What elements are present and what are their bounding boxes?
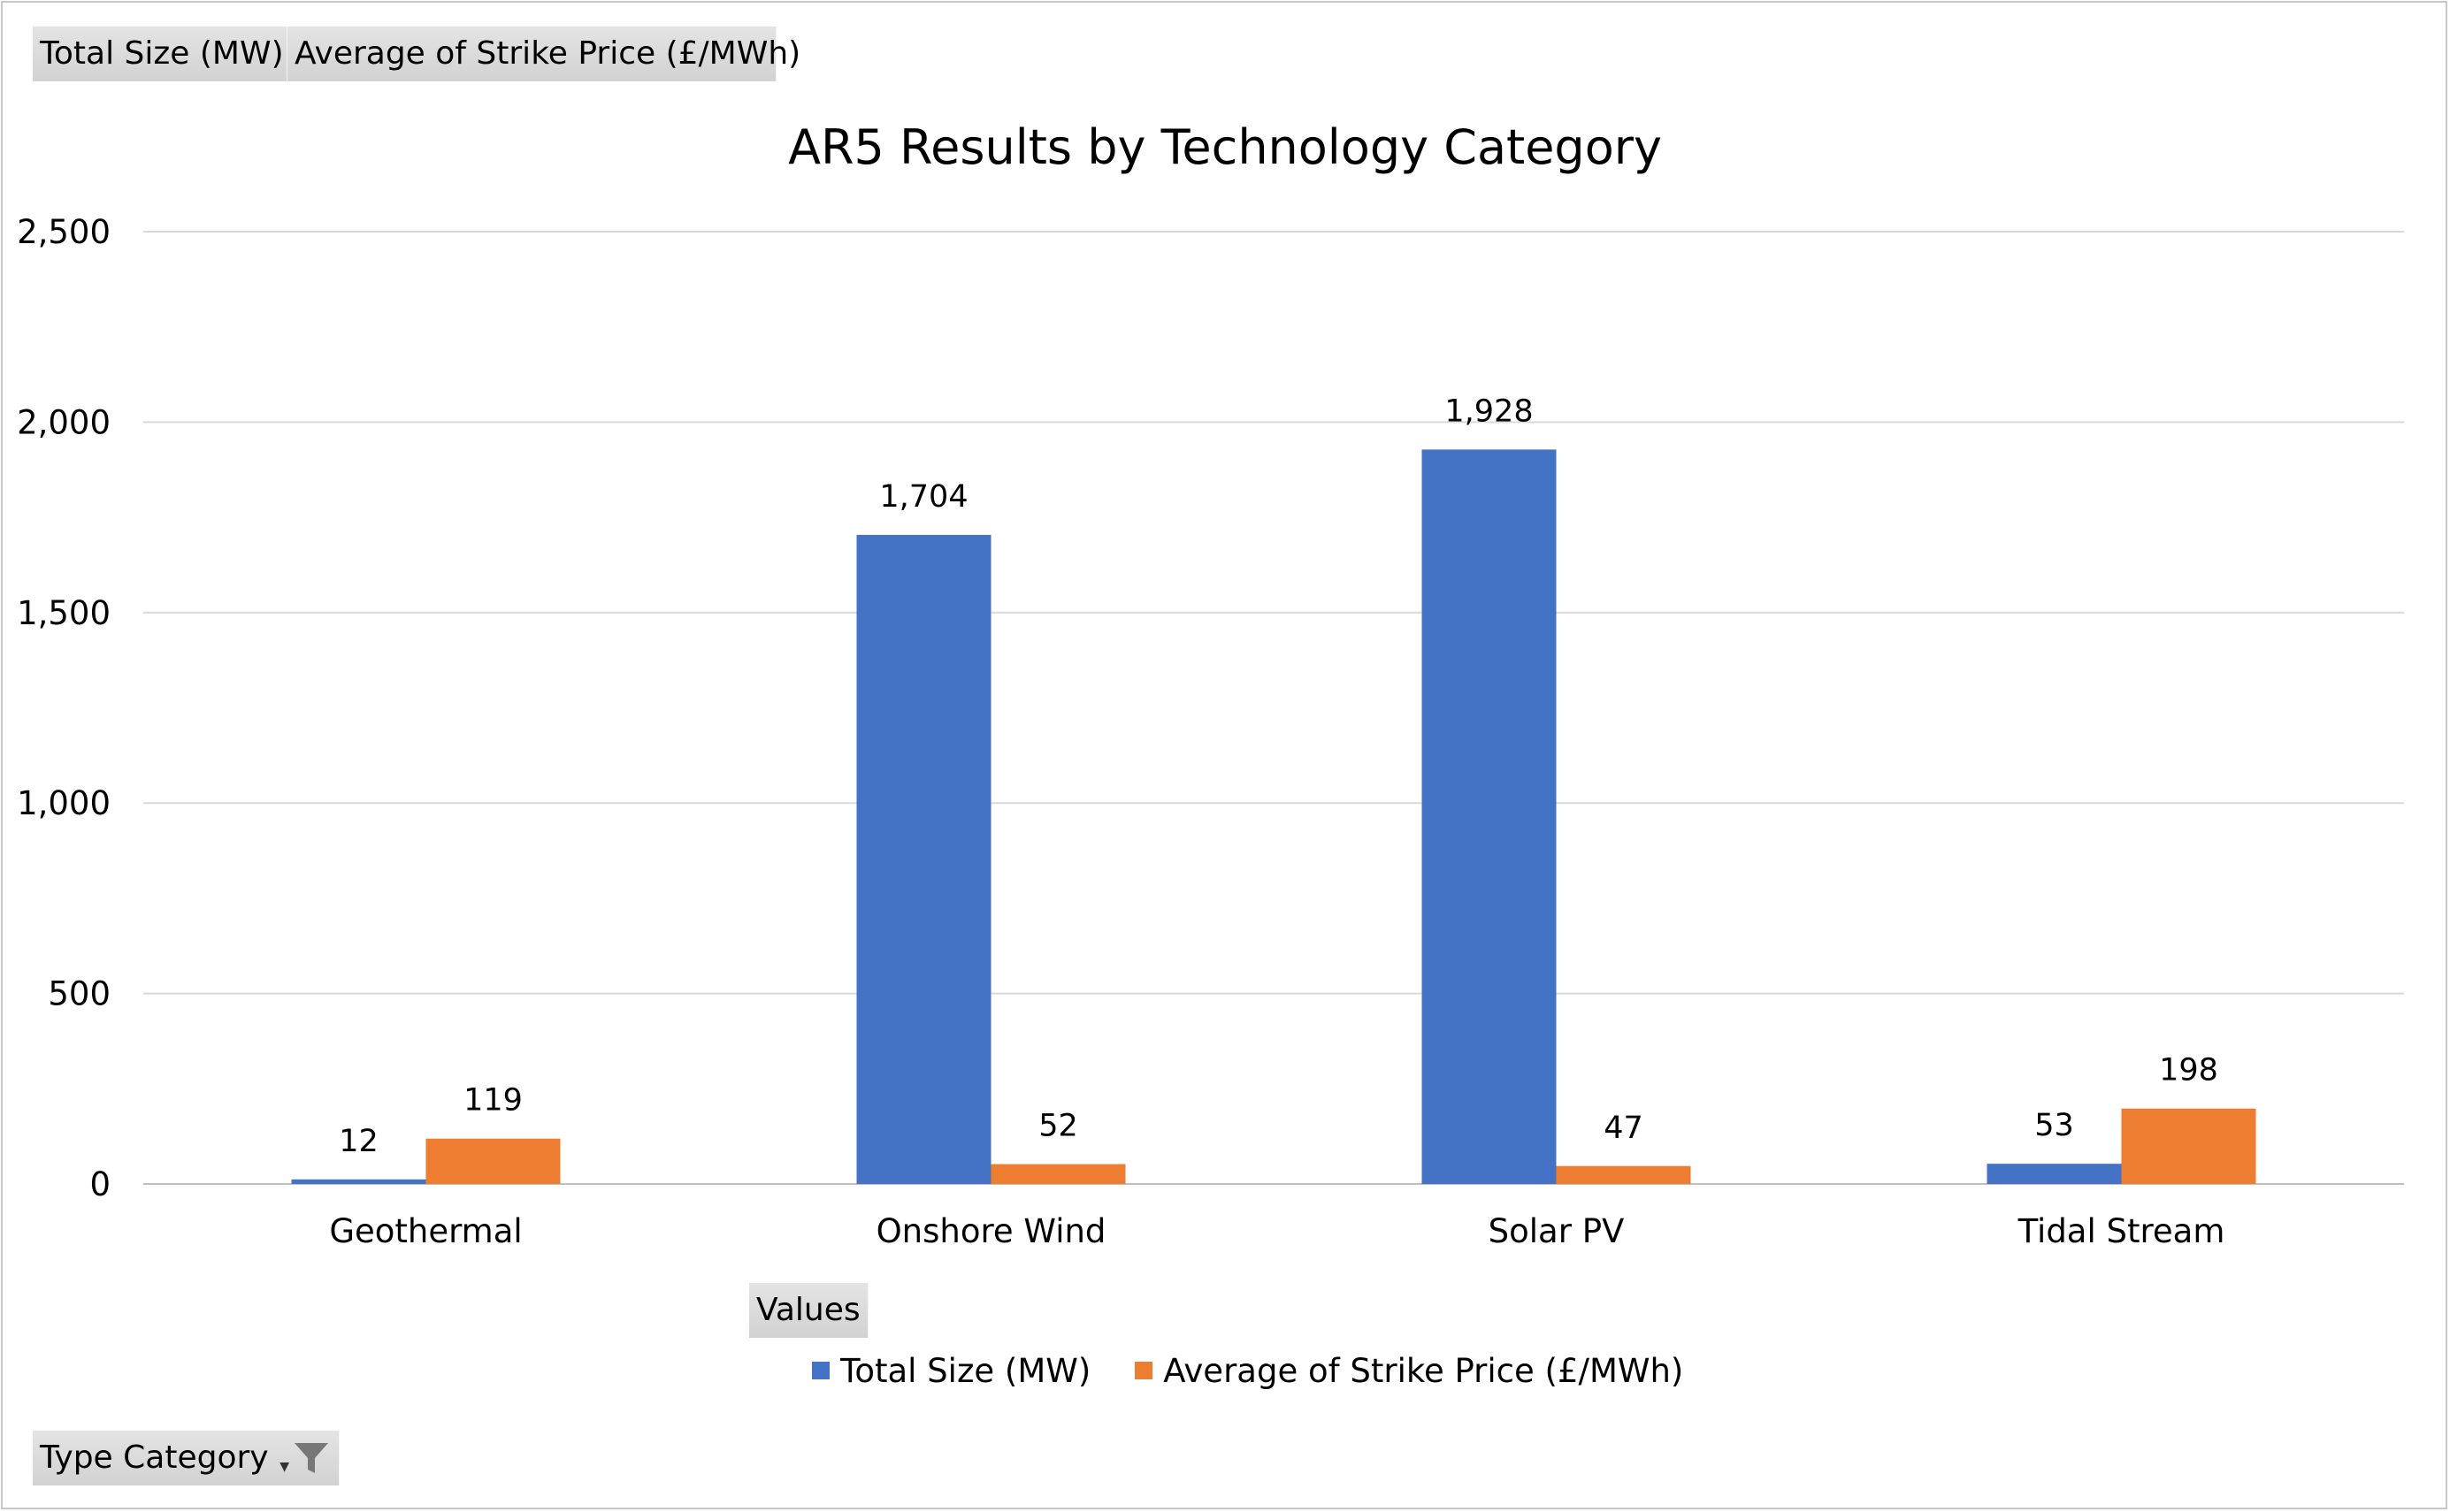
bars — [291, 449, 2256, 1184]
bar-total-size[interactable] — [1421, 449, 1557, 1184]
data-label-total-size: 53 — [2034, 1108, 2074, 1143]
bar-total-size[interactable] — [291, 1179, 426, 1184]
y-axis-tick-labels: 0 500 1,000 1,500 2,000 2,500 — [17, 213, 111, 1203]
data-label-total-size: 1,928 — [1444, 393, 1533, 429]
values-field-strike-price-button[interactable]: Average of Strike Price (£/MWh) — [287, 27, 800, 81]
y-tick-label: 500 — [48, 975, 111, 1013]
data-labels: 12 119 1,704 52 1,928 47 53 198 — [339, 393, 2218, 1158]
y-tick-label: 0 — [89, 1165, 111, 1203]
chart-legend: Total Size (MW) Average of Strike Price … — [812, 1350, 1727, 1391]
data-label-strike-price: 52 — [1038, 1109, 1078, 1144]
filter-icon[interactable] — [293, 1439, 330, 1477]
legend-item-total-size[interactable]: Total Size (MW) — [812, 1352, 1091, 1390]
bar-strike-price[interactable] — [2121, 1108, 2256, 1184]
data-label-strike-price: 119 — [463, 1083, 523, 1119]
values-field-total-size-button[interactable]: Total Size (MW) — [33, 27, 287, 81]
y-tick-label: 2,500 — [17, 213, 111, 251]
x-tick-label: Geothermal — [329, 1212, 522, 1250]
legend-label-strike-price: Average of Strike Price (£/MWh) — [1163, 1351, 1684, 1390]
bar-total-size[interactable] — [1987, 1164, 2122, 1184]
legend-swatch-total-size — [812, 1362, 830, 1379]
chart-title: AR5 Results by Technology Category — [788, 119, 1662, 175]
legend-swatch-strike-price — [1135, 1362, 1153, 1379]
bar-total-size[interactable] — [856, 534, 991, 1184]
bar-strike-price[interactable] — [991, 1164, 1126, 1184]
gridlines — [143, 231, 2404, 1185]
y-tick-label: 1,500 — [17, 594, 111, 632]
data-label-total-size: 1,704 — [879, 479, 968, 515]
x-tick-label: Onshore Wind — [877, 1212, 1106, 1250]
data-label-total-size: 12 — [339, 1124, 379, 1159]
bar-strike-price[interactable] — [425, 1138, 561, 1184]
data-label-strike-price: 198 — [2159, 1053, 2218, 1088]
legend-item-strike-price[interactable]: Average of Strike Price (£/MWh) — [1135, 1352, 1683, 1390]
x-tick-label: Tidal Stream — [2017, 1212, 2225, 1250]
bar-strike-price[interactable] — [1556, 1165, 1691, 1184]
type-category-field-button[interactable]: Type Category ▼ — [33, 1431, 340, 1485]
x-tick-label: Solar PV — [1489, 1212, 1625, 1250]
legend-label-total-size: Total Size (MW) — [840, 1351, 1091, 1390]
y-tick-label: 2,000 — [17, 403, 111, 441]
data-label-strike-price: 47 — [1604, 1111, 1643, 1146]
values-button[interactable]: Values — [749, 1283, 869, 1338]
type-category-label: Type Category — [40, 1439, 269, 1476]
x-axis-tick-labels: Geothermal Onshore Wind Solar PV Tidal Stre… — [329, 1212, 2224, 1250]
y-tick-label: 1,000 — [17, 784, 111, 822]
chevron-down-icon[interactable]: ▼ — [279, 1460, 289, 1474]
